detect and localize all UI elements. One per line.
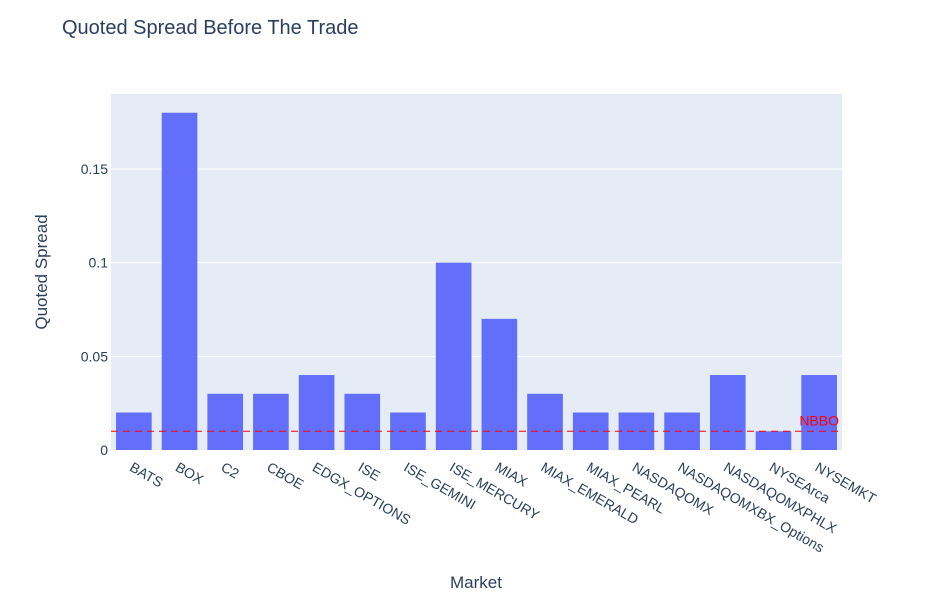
bar: [618, 412, 655, 450]
y-tick-label: 0: [100, 442, 108, 458]
x-tick-label: BOX: [173, 459, 207, 488]
bars: [116, 112, 837, 450]
x-tick-label: BATS: [127, 459, 166, 491]
nbbo-label: NBBO: [799, 412, 839, 428]
y-axis-ticks: 0 0.05 0.1 0.15: [81, 161, 108, 458]
bar: [390, 412, 426, 450]
bar: [207, 393, 244, 450]
y-tick-label: 0.05: [81, 348, 108, 364]
x-tick-label: ISE: [356, 459, 384, 484]
chart-title: Quoted Spread Before The Trade: [62, 17, 359, 39]
bar: [709, 375, 746, 450]
bar: [572, 412, 609, 450]
bar: [298, 375, 335, 450]
reference-line-group: NBBO: [111, 412, 842, 432]
y-tick-label: 0.1: [89, 255, 109, 271]
x-tick-label: CBOE: [264, 459, 306, 493]
y-axis-title: Quoted Spread: [32, 214, 51, 329]
bar: [435, 262, 472, 450]
bar: [801, 375, 837, 450]
bar: [481, 318, 518, 450]
x-axis-title: Market: [450, 573, 502, 592]
bar: [253, 393, 289, 450]
y-tick-label: 0.15: [81, 161, 108, 177]
bar: [161, 112, 198, 450]
bar: [755, 431, 792, 450]
gridlines: [111, 168, 842, 357]
bar: [116, 412, 152, 450]
x-tick-label: C2: [219, 459, 243, 482]
bar: [527, 393, 563, 450]
bar: [344, 393, 381, 450]
